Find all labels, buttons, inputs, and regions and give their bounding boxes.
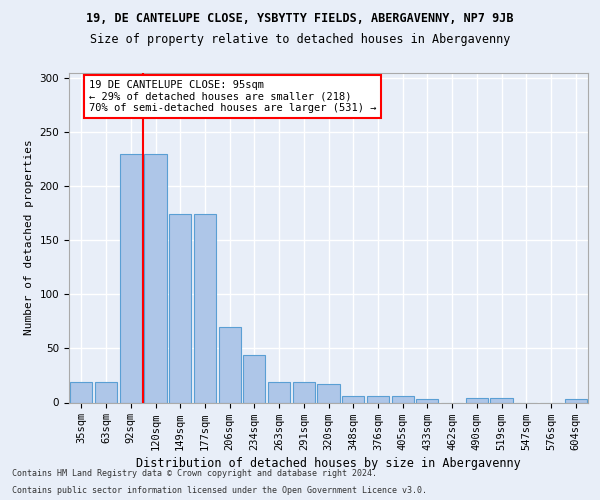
Bar [317, 384, 340, 402]
Text: Size of property relative to detached houses in Abergavenny: Size of property relative to detached ho… [90, 32, 510, 46]
Bar [70, 382, 92, 402]
Bar [392, 396, 414, 402]
Bar [95, 382, 117, 402]
Text: 19 DE CANTELUPE CLOSE: 95sqm
← 29% of detached houses are smaller (218)
70% of s: 19 DE CANTELUPE CLOSE: 95sqm ← 29% of de… [89, 80, 376, 114]
Bar [218, 327, 241, 402]
Bar [466, 398, 488, 402]
Y-axis label: Number of detached properties: Number of detached properties [24, 140, 34, 336]
Bar [268, 382, 290, 402]
Bar [145, 154, 167, 402]
Bar [565, 400, 587, 402]
Bar [119, 154, 142, 402]
Bar [367, 396, 389, 402]
Bar [342, 396, 364, 402]
X-axis label: Distribution of detached houses by size in Abergavenny: Distribution of detached houses by size … [136, 456, 521, 469]
Bar [293, 382, 315, 402]
Text: Contains HM Land Registry data © Crown copyright and database right 2024.: Contains HM Land Registry data © Crown c… [12, 468, 377, 477]
Bar [194, 214, 216, 402]
Bar [169, 214, 191, 402]
Bar [243, 355, 265, 403]
Text: 19, DE CANTELUPE CLOSE, YSBYTTY FIELDS, ABERGAVENNY, NP7 9JB: 19, DE CANTELUPE CLOSE, YSBYTTY FIELDS, … [86, 12, 514, 26]
Text: Contains public sector information licensed under the Open Government Licence v3: Contains public sector information licen… [12, 486, 427, 495]
Bar [416, 400, 439, 402]
Bar [490, 398, 512, 402]
